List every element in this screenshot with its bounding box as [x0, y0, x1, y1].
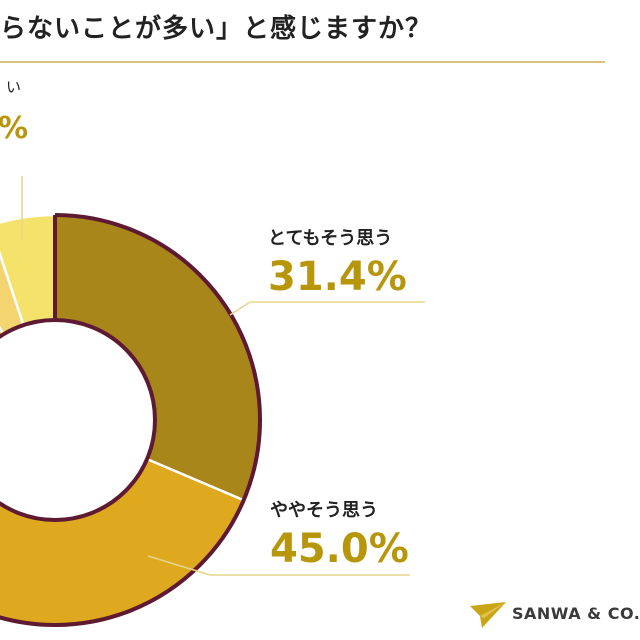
title-divider [0, 61, 605, 63]
slice-label-2: ややそう思う [270, 500, 378, 521]
paper-plane-icon [470, 602, 506, 628]
logo-text: SANWA & CO. [512, 604, 640, 623]
brand-logo: SANWA & CO. [470, 598, 640, 634]
slice-value-1: 31.4% [268, 254, 407, 300]
slice-value-2: 45.0% [270, 526, 409, 572]
slice-label-1: とてもそう思う [268, 228, 392, 249]
leader-line-1 [229, 301, 251, 316]
chart-title: らないことが多い」と感じますか？ [0, 14, 433, 44]
leader-line-2 [147, 555, 211, 576]
top-pct-fragment: % [0, 111, 28, 146]
top-label-fragment: い [6, 78, 21, 96]
